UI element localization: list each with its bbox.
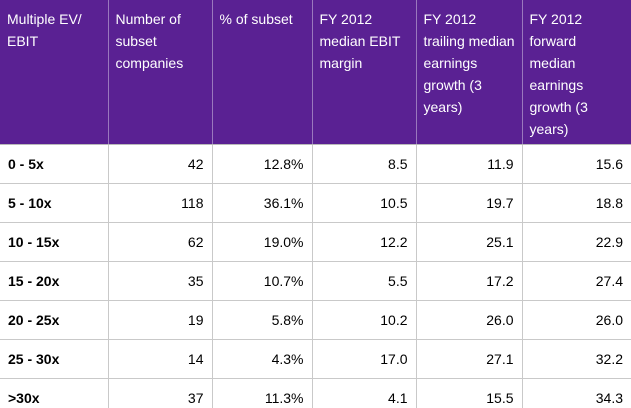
table-row: 10 - 15x 62 19.0% 12.2 25.1 22.9	[0, 222, 631, 262]
cell-number-of-companies: 35	[108, 261, 213, 301]
cell-percent-of-subset: 19.0%	[212, 222, 313, 262]
cell-number-of-companies: 118	[108, 183, 213, 223]
cell-number-of-companies: 62	[108, 222, 213, 262]
cell-median-ebit-margin: 10.2	[312, 300, 417, 340]
cell-percent-of-subset: 12.8%	[212, 144, 313, 184]
cell-trailing-earnings-growth: 15.5	[416, 378, 523, 408]
cell-trailing-earnings-growth: 26.0	[416, 300, 523, 340]
table-row: 5 - 10x 118 36.1% 10.5 19.7 18.8	[0, 183, 631, 223]
row-label-multiple: 5 - 10x	[0, 183, 109, 223]
table-row: >30x 37 11.3% 4.1 15.5 34.3	[0, 378, 631, 408]
row-label-multiple: 25 - 30x	[0, 339, 109, 379]
header-row: Multiple EV/ EBIT Number of subset compa…	[0, 0, 631, 145]
table-row: 20 - 25x 19 5.8% 10.2 26.0 26.0	[0, 300, 631, 340]
row-label-multiple: 20 - 25x	[0, 300, 109, 340]
cell-median-ebit-margin: 12.2	[312, 222, 417, 262]
cell-median-ebit-margin: 8.5	[312, 144, 417, 184]
cell-number-of-companies: 19	[108, 300, 213, 340]
cell-trailing-earnings-growth: 27.1	[416, 339, 523, 379]
cell-forward-earnings-growth: 32.2	[522, 339, 631, 379]
header-median-ebit-margin: FY 2012 median EBIT margin	[312, 0, 417, 145]
cell-number-of-companies: 42	[108, 144, 213, 184]
table-row: 0 - 5x 42 12.8% 8.5 11.9 15.6	[0, 144, 631, 184]
cell-trailing-earnings-growth: 25.1	[416, 222, 523, 262]
row-label-multiple: 10 - 15x	[0, 222, 109, 262]
header-forward-earnings-growth: FY 2012 forward median earnings growth (…	[522, 0, 631, 145]
row-label-multiple: 0 - 5x	[0, 144, 109, 184]
header-number-of-companies: Number of subset companies	[108, 0, 213, 145]
cell-percent-of-subset: 11.3%	[212, 378, 313, 408]
cell-trailing-earnings-growth: 17.2	[416, 261, 523, 301]
cell-median-ebit-margin: 10.5	[312, 183, 417, 223]
cell-number-of-companies: 14	[108, 339, 213, 379]
cell-median-ebit-margin: 4.1	[312, 378, 417, 408]
row-label-multiple: 15 - 20x	[0, 261, 109, 301]
cell-median-ebit-margin: 17.0	[312, 339, 417, 379]
cell-number-of-companies: 37	[108, 378, 213, 408]
cell-median-ebit-margin: 5.5	[312, 261, 417, 301]
cell-forward-earnings-growth: 34.3	[595, 390, 623, 407]
cell-forward-earnings-growth: 15.6	[522, 144, 631, 184]
cell-trailing-earnings-growth: 19.7	[416, 183, 523, 223]
cell-percent-of-subset: 36.1%	[212, 183, 313, 223]
cell-forward-earnings-growth: 18.8	[522, 183, 631, 223]
cell-forward-earnings-growth: 26.0	[522, 300, 631, 340]
table-header: Multiple EV/ EBIT Number of subset compa…	[0, 0, 631, 145]
cell-trailing-earnings-growth: 11.9	[416, 144, 523, 184]
cell-forward-earnings-growth: 27.4	[522, 261, 631, 301]
table-body: 0 - 5x 42 12.8% 8.5 11.9 15.6 5 - 10x 11…	[0, 144, 631, 408]
table-row: 15 - 20x 35 10.7% 5.5 17.2 27.4	[0, 261, 631, 301]
cell-percent-of-subset: 5.8%	[212, 300, 313, 340]
cell-percent-of-subset: 4.3%	[212, 339, 313, 379]
header-trailing-earnings-growth: FY 2012 trailing median earnings growth …	[416, 0, 523, 145]
header-percent-of-subset: % of subset	[212, 0, 313, 145]
row-label-multiple: >30x	[0, 378, 109, 408]
header-multiple-ev-ebit: Multiple EV/ EBIT	[0, 0, 109, 145]
cell-forward-earnings-growth: 22.9	[522, 222, 631, 262]
table-row: 25 - 30x 14 4.3% 17.0 27.1 32.2	[0, 339, 631, 379]
cell-percent-of-subset: 10.7%	[212, 261, 313, 301]
